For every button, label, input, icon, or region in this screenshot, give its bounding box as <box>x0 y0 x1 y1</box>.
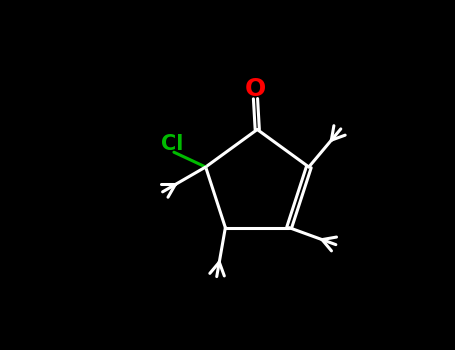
Text: O: O <box>245 77 266 101</box>
Text: Cl: Cl <box>161 134 183 154</box>
